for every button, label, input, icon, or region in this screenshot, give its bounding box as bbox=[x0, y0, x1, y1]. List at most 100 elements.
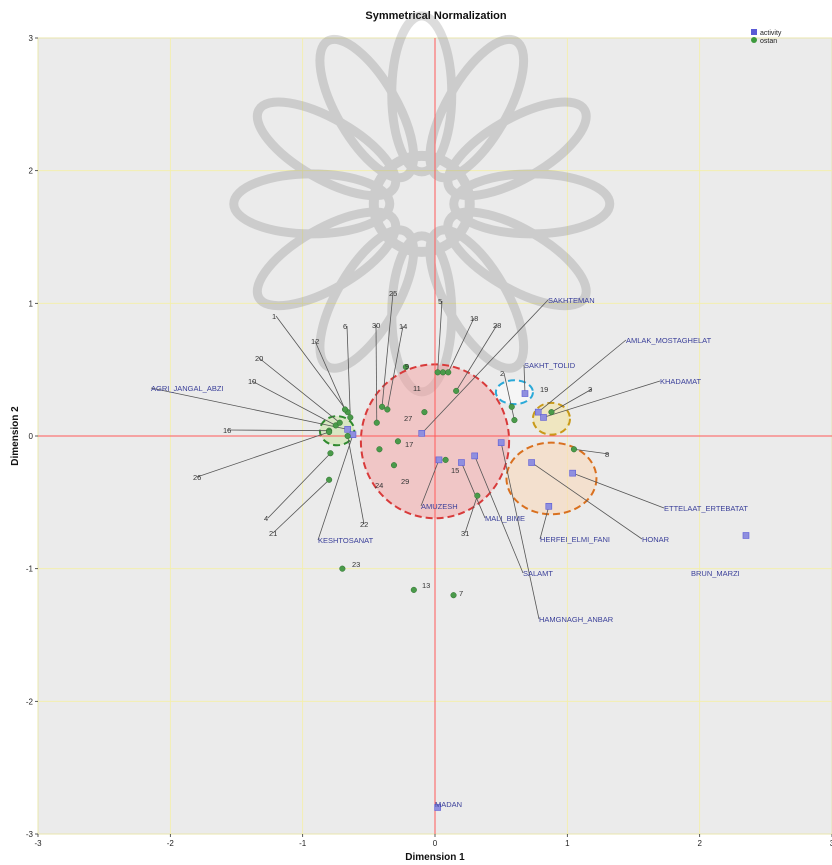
ostan-point bbox=[376, 446, 383, 453]
ostan-point bbox=[439, 369, 446, 376]
ostan-point bbox=[339, 565, 346, 572]
y-tick-label: 2 bbox=[29, 167, 34, 176]
x-tick-label: -1 bbox=[299, 839, 307, 848]
leader-line bbox=[572, 472, 665, 509]
chart-title: Symmetrical Normalization bbox=[365, 10, 506, 22]
x-tick-label: 2 bbox=[697, 839, 702, 848]
activity-point bbox=[569, 469, 576, 477]
ostan-label: 27 bbox=[404, 414, 412, 423]
y-tick-label: -3 bbox=[26, 830, 34, 839]
ostan-point bbox=[347, 414, 354, 421]
x-tick-label: -3 bbox=[34, 839, 42, 848]
leader-line bbox=[500, 442, 540, 620]
leader-line bbox=[447, 317, 475, 373]
legend-marker bbox=[751, 37, 757, 43]
ostan-point bbox=[326, 476, 333, 483]
leader-line bbox=[551, 388, 593, 413]
ostan-label: 23 bbox=[352, 560, 360, 569]
activity-point bbox=[349, 431, 357, 438]
ostan-point bbox=[326, 428, 333, 436]
legend-marker bbox=[751, 29, 757, 35]
leader-line bbox=[314, 340, 346, 410]
ostan-label: 20 bbox=[255, 354, 263, 363]
reference-lines bbox=[38, 38, 832, 834]
ostan-label: 7 bbox=[459, 589, 463, 598]
watermark-petal bbox=[387, 11, 457, 177]
leader-line bbox=[150, 387, 348, 430]
activity-point bbox=[742, 532, 750, 539]
ostan-point bbox=[410, 586, 417, 593]
leader-line bbox=[381, 292, 394, 407]
leader-line bbox=[437, 300, 443, 373]
leader-line bbox=[531, 462, 643, 540]
activity-label: AMLAK_MOSTAGHELAT bbox=[626, 336, 712, 345]
watermark-petal bbox=[252, 207, 401, 311]
leader-line bbox=[258, 357, 340, 424]
leader-line bbox=[421, 299, 549, 434]
activity-label: BRUN_MARZI bbox=[691, 569, 740, 578]
ostan-point bbox=[453, 387, 460, 394]
watermark-petal bbox=[443, 97, 591, 201]
activity-point bbox=[435, 456, 443, 464]
ostan-label: 6 bbox=[343, 322, 347, 331]
watermark-petal bbox=[315, 34, 419, 183]
data-points bbox=[326, 363, 750, 811]
ostan-label: 10 bbox=[248, 377, 256, 386]
ostan-label: 18 bbox=[470, 314, 478, 323]
activity-point bbox=[545, 503, 553, 510]
ostan-label: 8 bbox=[605, 450, 609, 459]
leader-line bbox=[539, 506, 550, 540]
watermark-petal bbox=[425, 34, 529, 183]
legend-label: activity bbox=[760, 30, 782, 37]
leader-line bbox=[464, 495, 478, 534]
ostan-point bbox=[384, 406, 391, 413]
leader-line bbox=[461, 462, 486, 519]
ostan-point bbox=[379, 403, 386, 410]
y-tick-label: 3 bbox=[29, 34, 34, 43]
ostan-point bbox=[421, 409, 428, 416]
leader-line bbox=[543, 380, 661, 418]
leader-line bbox=[317, 434, 354, 541]
watermark-petal bbox=[425, 225, 529, 373]
ostan-label: 25 bbox=[389, 289, 397, 298]
ostan-label: 21 bbox=[269, 529, 277, 538]
ostan-label: 1 bbox=[272, 312, 276, 321]
leader-line bbox=[375, 324, 378, 423]
y-tick-label: 1 bbox=[29, 299, 34, 308]
y-tick-label: 0 bbox=[29, 432, 34, 441]
leader-line bbox=[474, 455, 524, 574]
ostan-point bbox=[445, 369, 452, 376]
ostan-point bbox=[341, 406, 349, 413]
leader-line bbox=[226, 429, 330, 432]
cluster-ellipse bbox=[494, 379, 534, 406]
leader-line bbox=[537, 339, 627, 413]
activity-label: AGRI_JANGAL_ABZI bbox=[151, 384, 224, 393]
ostan-point bbox=[450, 592, 457, 599]
activity-point bbox=[471, 452, 479, 460]
watermark-petal bbox=[315, 225, 419, 373]
ostan-point bbox=[327, 450, 334, 457]
ostan-label: 9 bbox=[405, 362, 409, 371]
ostan-label: 31 bbox=[461, 529, 469, 538]
ostan-point bbox=[442, 456, 449, 463]
cluster-ellipse bbox=[531, 401, 571, 436]
activity-label: KHADAMAT bbox=[660, 377, 702, 386]
ostan-label: 30 bbox=[372, 321, 380, 330]
activity-label: MADAN bbox=[435, 800, 462, 809]
ostan-point bbox=[570, 446, 578, 453]
ostan-label: 3 bbox=[588, 385, 592, 394]
x-axis-label: Dimension 1 bbox=[405, 852, 465, 863]
ostan-label: 15 bbox=[451, 466, 459, 475]
ostan-label: 19 bbox=[540, 385, 548, 394]
leader-line bbox=[196, 431, 330, 478]
activity-point bbox=[434, 804, 441, 811]
activity-label: HONAR bbox=[642, 535, 670, 544]
ostan-point bbox=[474, 492, 481, 499]
activity-label: SAKHTEMAN bbox=[548, 296, 595, 305]
watermark-petal bbox=[449, 169, 615, 239]
ostan-point bbox=[394, 438, 401, 445]
leader-line bbox=[272, 479, 330, 534]
ostan-point bbox=[434, 369, 441, 376]
